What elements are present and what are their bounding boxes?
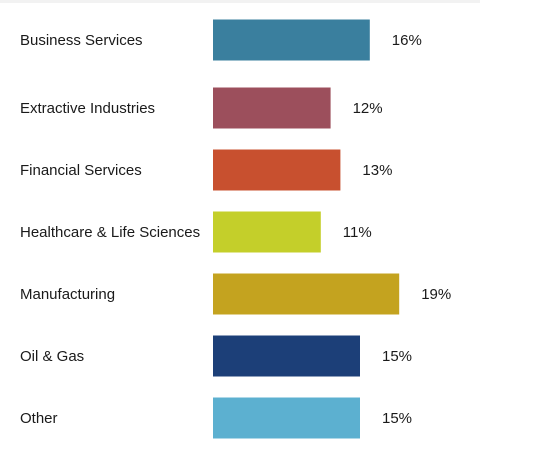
bar [213, 149, 341, 191]
value-label: 16% [392, 32, 422, 49]
value-label: 13% [362, 162, 392, 179]
value-label: 15% [382, 348, 412, 365]
category-label: Financial Services [20, 162, 142, 179]
bar [213, 397, 360, 439]
value-label: 15% [382, 410, 412, 427]
top-divider [0, 0, 480, 3]
value-label: 11% [343, 224, 372, 241]
category-label: Oil & Gas [20, 348, 84, 365]
value-label: 12% [353, 100, 383, 117]
bar [213, 211, 321, 253]
value-label: 19% [421, 286, 451, 303]
bar [213, 335, 360, 377]
category-label: Healthcare & Life Sciences [20, 224, 200, 241]
bar [213, 19, 370, 61]
category-label: Extractive Industries [20, 100, 155, 117]
bar [213, 273, 400, 315]
bar [213, 87, 331, 129]
category-label: Business Services [20, 32, 143, 49]
category-label: Other [20, 410, 58, 427]
category-label: Manufacturing [20, 286, 115, 303]
